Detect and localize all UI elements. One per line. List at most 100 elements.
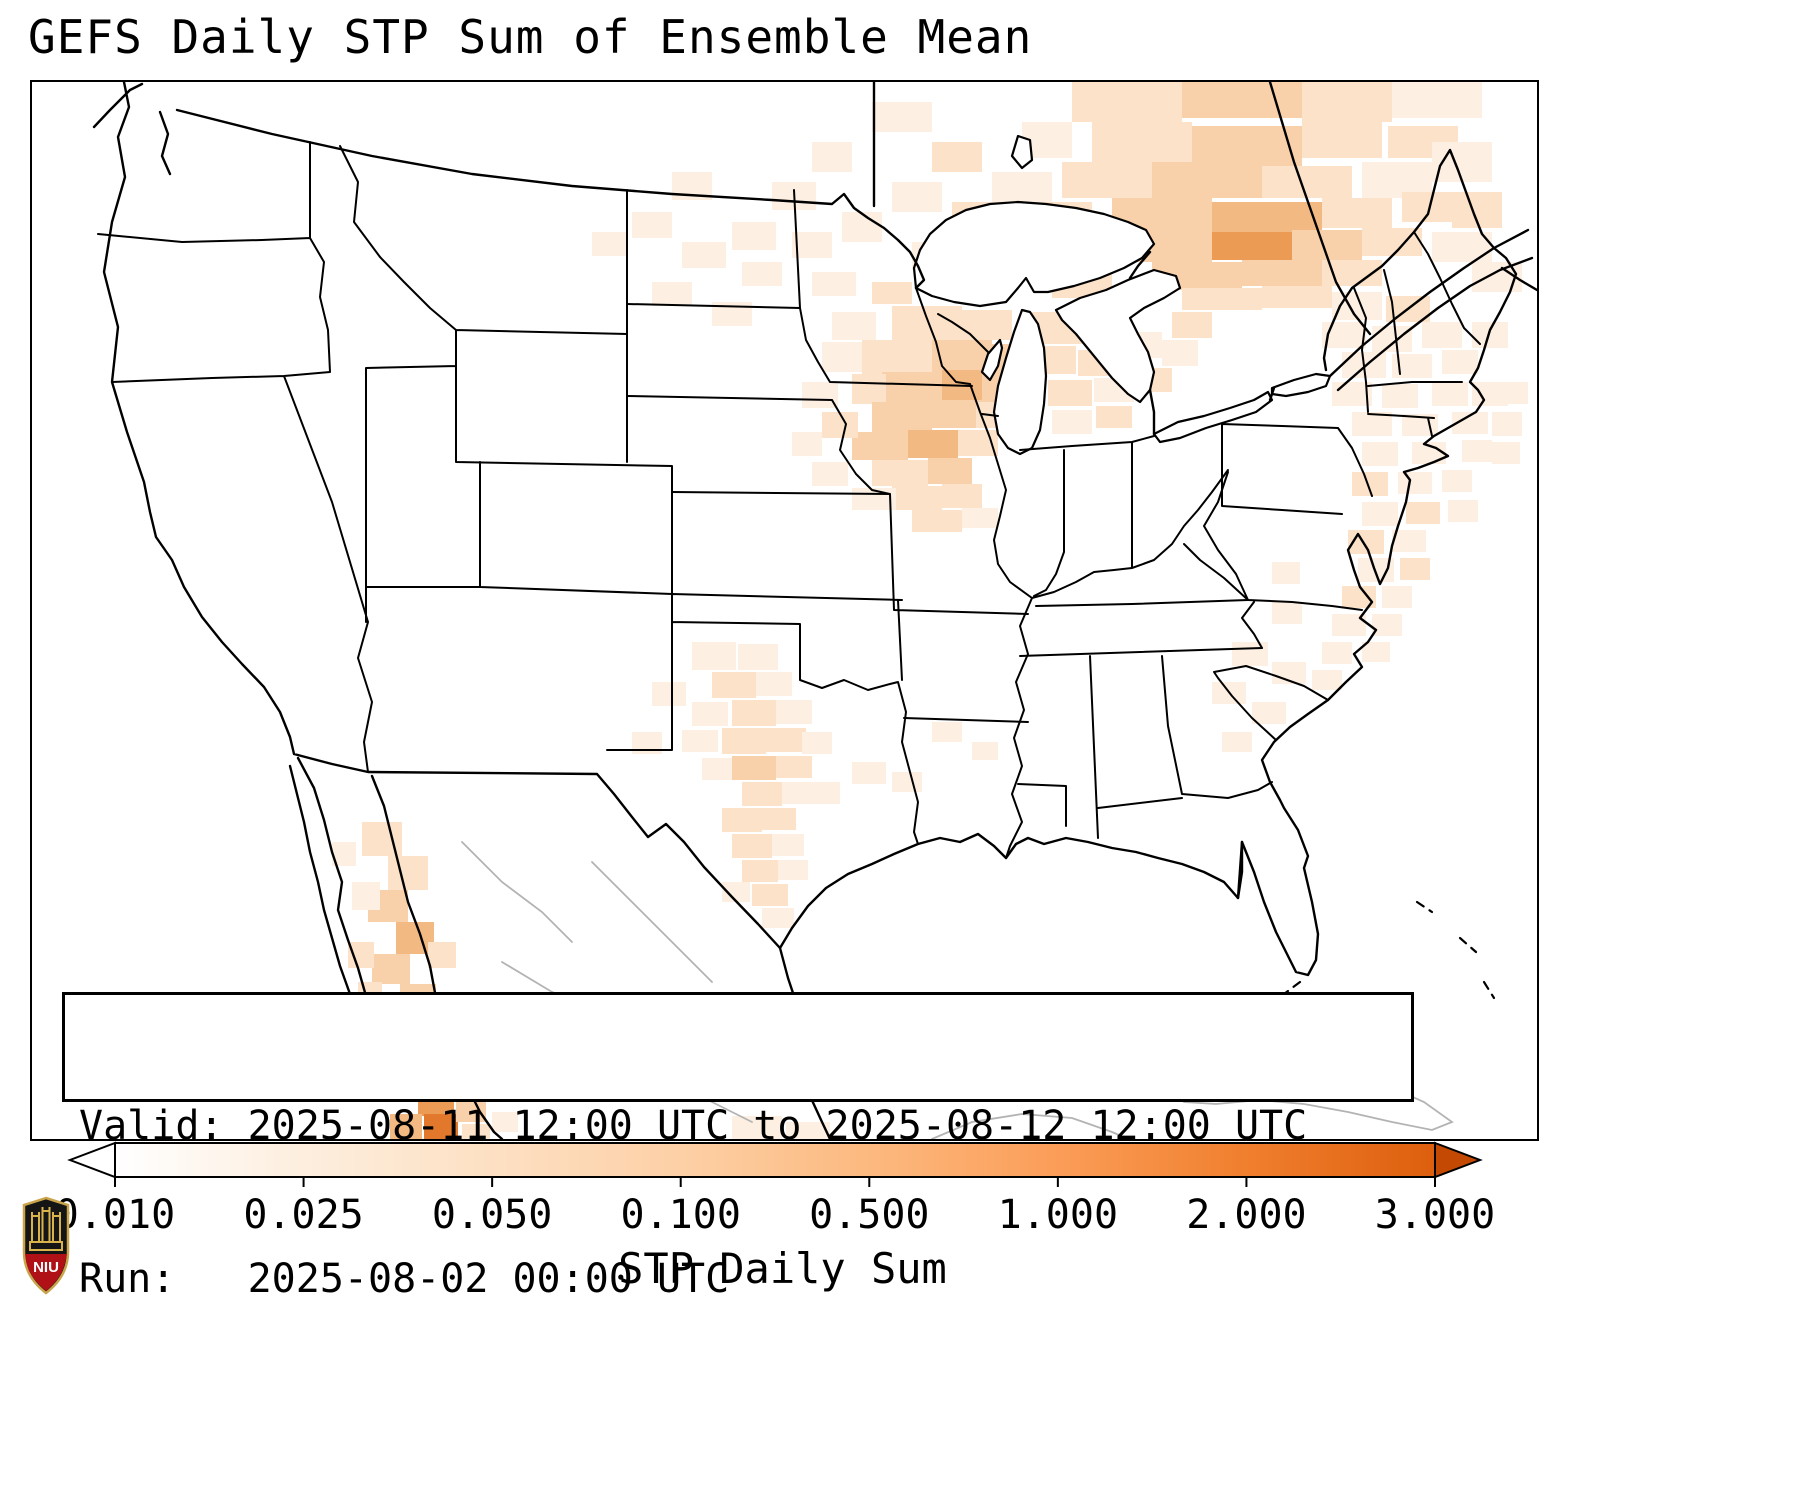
heat-cell: [1332, 614, 1366, 636]
heat-cell: [1322, 198, 1392, 228]
colorbar-tick-label: 3.000: [1374, 1192, 1496, 1238]
heat-cell: [1448, 500, 1478, 522]
logo-red-band: [25, 1254, 67, 1291]
colorbar-tick-label: 0.500: [809, 1192, 930, 1238]
st-clair-river: [1148, 388, 1156, 436]
yucatan-coast: [931, 1113, 1129, 1139]
heat-cell: [822, 412, 858, 438]
colorbar-under-arrow: [67, 1141, 116, 1179]
niu-logo: NIU: [22, 1196, 70, 1295]
heat-cell: [1092, 122, 1192, 162]
heat-cell: [742, 782, 782, 806]
valid-line: Valid: 2025-08-11 12:00 UTC to 2025-08-1…: [79, 1103, 1308, 1149]
heat-cell: [756, 672, 792, 696]
st-marys-river: [1128, 250, 1152, 280]
heat-cell: [632, 732, 662, 754]
map-frame: Valid: 2025-08-11 12:00 UTC to 2025-08-1…: [30, 80, 1539, 1302]
heat-cell: [892, 306, 962, 340]
heat-cell: [782, 782, 816, 804]
lake-huron: [1054, 268, 1182, 404]
heat-cell: [732, 756, 776, 780]
heat-cell: [1442, 350, 1478, 374]
colorbar-tick-marks: [114, 1177, 1436, 1187]
heat-cell: [732, 1116, 782, 1139]
heat-cell: [1372, 326, 1412, 352]
heat-cell: [632, 212, 672, 238]
heat-cell: [1432, 142, 1492, 182]
heat-cell: [1262, 166, 1352, 198]
heat-cell: [682, 730, 718, 752]
heat-cell: [1052, 410, 1092, 434]
green-bay: [980, 338, 1004, 382]
heat-cell: [732, 834, 772, 858]
heat-cell: [1152, 162, 1262, 198]
heat-cell: [712, 672, 756, 698]
heat-cell: [1048, 380, 1092, 406]
heat-cell: [1352, 412, 1392, 436]
heat-cell: [972, 742, 998, 760]
heat-cell: [372, 954, 410, 984]
niagara-river: [1268, 386, 1276, 402]
heat-cell: [1072, 82, 1182, 122]
canada-border-49: [175, 108, 926, 290]
heat-cell: [1262, 286, 1332, 308]
coastlines: [92, 82, 1537, 1139]
heat-cell: [396, 922, 434, 954]
heat-cell: [1192, 126, 1302, 166]
heat-cell: [1492, 412, 1522, 436]
heat-cell: [1062, 162, 1152, 198]
heat-cell: [832, 312, 876, 340]
heat-cell: [1212, 232, 1292, 260]
heat-cell: [842, 212, 882, 242]
heat-cell: [1272, 562, 1300, 584]
heat-cell: [962, 508, 998, 528]
heat-cell: [882, 372, 942, 402]
us-map: [92, 82, 1537, 1139]
heat-cell: [762, 908, 794, 928]
heat-cell: [852, 432, 908, 460]
heat-cell: [424, 1114, 458, 1139]
heat-cell: [928, 458, 972, 484]
colorbar-gradient-bar: [114, 1142, 1436, 1178]
heat-cell: [1362, 442, 1398, 466]
heat-cell: [992, 172, 1052, 202]
heat-cell: [1442, 470, 1472, 492]
dashed-coasts: [1264, 900, 1496, 1002]
figure-title: GEFS Daily STP Sum of Ensemble Mean: [28, 10, 1033, 64]
heat-cell: [1242, 260, 1322, 286]
run-line: Run: 2025-08-02 00:00 UTC: [79, 1256, 730, 1302]
lake-superior: [912, 200, 1156, 308]
heat-cell: [932, 400, 982, 428]
heat-cell: [390, 1114, 422, 1139]
colorbar-tick-label: 0.010: [54, 1192, 176, 1238]
midwest-states: [915, 287, 1229, 859]
heat-cell: [1322, 642, 1352, 664]
heat-cell: [722, 808, 762, 832]
heat-cell: [812, 782, 840, 804]
heat-cell: [802, 732, 832, 754]
heat-cell: [1392, 530, 1426, 552]
heat-cell: [1182, 288, 1262, 310]
heat-cell: [1400, 558, 1430, 580]
st-lawrence-south-shore: [1336, 256, 1534, 392]
heat-cell: [492, 1112, 518, 1132]
heat-cell: [892, 182, 942, 212]
west-states: [97, 141, 673, 773]
heat-cell: [692, 642, 736, 670]
heat-cell: [732, 700, 776, 726]
heat-cell: [766, 728, 806, 752]
stp-heatmap-layer: [332, 82, 1528, 1139]
heat-cell: [1372, 614, 1402, 636]
colorbar-tick-label: 0.025: [243, 1192, 364, 1238]
heat-cell: [852, 762, 886, 784]
heat-cell: [778, 860, 808, 880]
lake-erie: [1152, 390, 1274, 444]
heat-cell: [1302, 82, 1392, 122]
heat-cell: [812, 142, 852, 172]
heat-cell: [1462, 440, 1492, 462]
heat-cell: [1322, 322, 1366, 348]
heat-cell: [1302, 122, 1382, 158]
heat-cell: [456, 1098, 486, 1122]
heat-cell: [852, 374, 886, 404]
mexico-west-coast: [370, 774, 504, 1139]
